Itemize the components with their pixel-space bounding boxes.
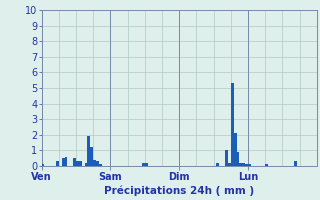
Bar (265, 164, 268, 166)
Bar (87, 136, 90, 166)
Bar (73, 158, 76, 166)
Bar (242, 163, 245, 166)
Bar (79, 161, 82, 166)
Bar (216, 163, 219, 166)
Bar (234, 133, 236, 166)
Bar (93, 160, 96, 166)
Bar (76, 161, 79, 166)
Bar (245, 164, 248, 166)
Bar (248, 164, 251, 166)
Bar (62, 158, 65, 166)
Bar (99, 164, 102, 166)
Bar (84, 163, 87, 166)
Bar (231, 83, 234, 166)
Bar (228, 163, 231, 166)
Bar (236, 152, 239, 166)
Bar (239, 163, 242, 166)
Bar (142, 163, 145, 166)
Bar (294, 161, 297, 166)
X-axis label: Précipitations 24h ( mm ): Précipitations 24h ( mm ) (104, 186, 254, 196)
Bar (145, 163, 148, 166)
Bar (56, 161, 59, 166)
Bar (42, 164, 44, 166)
Bar (90, 147, 93, 166)
Bar (65, 157, 68, 166)
Bar (96, 161, 99, 166)
Bar (225, 150, 228, 166)
